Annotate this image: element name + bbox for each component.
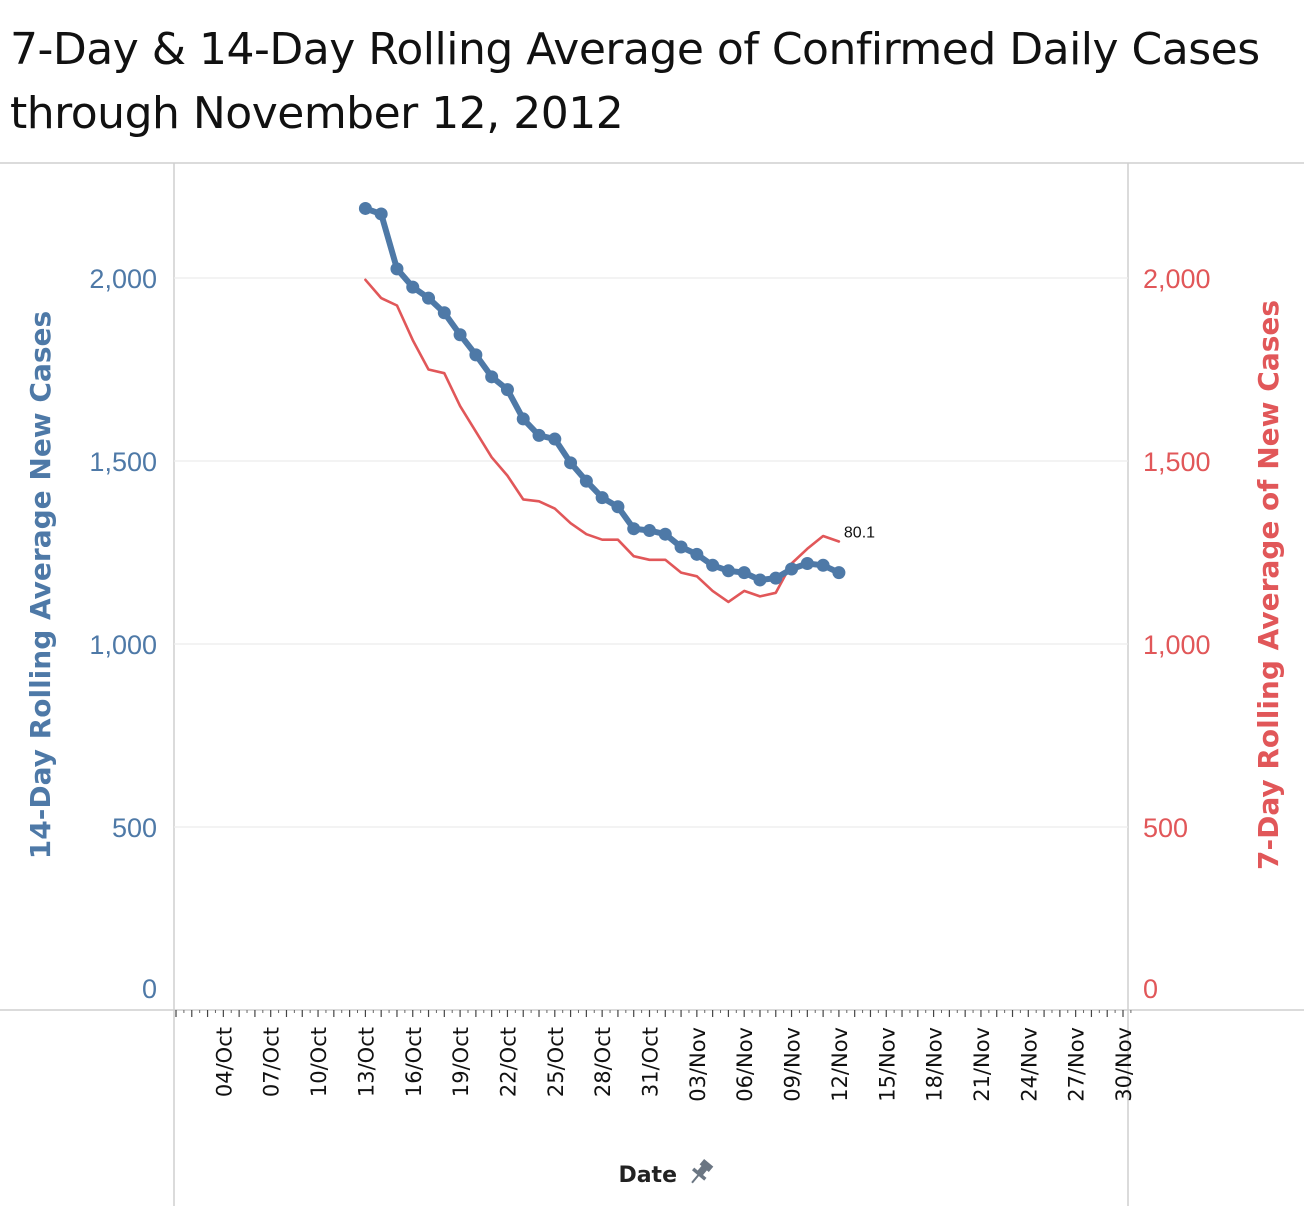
- x-tick-label: 07/Oct: [260, 1027, 284, 1097]
- data-point[interactable]: [564, 456, 578, 470]
- right-tick-label: 2,000: [1143, 264, 1211, 294]
- data-point[interactable]: [658, 527, 672, 541]
- x-tick-label: 16/Oct: [402, 1027, 426, 1097]
- data-point[interactable]: [611, 500, 625, 514]
- data-point[interactable]: [358, 201, 372, 215]
- right-tick-label: 500: [1143, 813, 1188, 843]
- annotations: 80.1: [844, 525, 875, 542]
- data-point[interactable]: [548, 432, 562, 446]
- x-tick-label: 04/Oct: [212, 1027, 236, 1097]
- data-point[interactable]: [453, 328, 467, 342]
- data-point[interactable]: [595, 491, 609, 505]
- data-point[interactable]: [422, 291, 436, 305]
- x-tick-label: 03/Nov: [686, 1027, 710, 1102]
- data-point[interactable]: [516, 412, 530, 426]
- data-point[interactable]: [800, 556, 814, 570]
- right-axis-ticks: 0 500 1,000 1,500 2,000: [1143, 264, 1211, 1004]
- data-point[interactable]: [643, 524, 656, 538]
- data-point[interactable]: [706, 558, 720, 572]
- chart-frame: [0, 162, 1304, 1206]
- x-tick-label: 30/Nov: [1112, 1027, 1136, 1102]
- left-axis-title: 14-Day Rolling Average New Cases: [24, 311, 57, 859]
- x-tick-label: 25/Oct: [544, 1027, 568, 1097]
- data-point[interactable]: [406, 280, 420, 294]
- x-tick-label: 27/Nov: [1065, 1027, 1089, 1102]
- x-tick-label: 09/Nov: [781, 1027, 805, 1102]
- x-tick-label: 19/Oct: [449, 1027, 473, 1097]
- series-7-day-line[interactable]: [364, 278, 841, 604]
- data-point[interactable]: [390, 262, 404, 276]
- left-tick-label: 0: [142, 974, 157, 1004]
- data-point[interactable]: [769, 571, 783, 585]
- right-tick-label: 1,000: [1143, 630, 1211, 660]
- data-point[interactable]: [721, 564, 735, 578]
- data-point[interactable]: [500, 383, 514, 397]
- data-point[interactable]: [690, 547, 704, 561]
- x-tick-label: 06/Nov: [733, 1027, 757, 1102]
- x-tick-label: 28/Oct: [591, 1027, 615, 1097]
- gridlines: [174, 277, 1128, 828]
- pin-icon[interactable]: [686, 1158, 715, 1188]
- right-tick-label: 0: [1143, 974, 1158, 1004]
- data-point[interactable]: [437, 306, 451, 320]
- data-point[interactable]: [737, 566, 751, 580]
- chart-title: 7-Day & 14-Day Rolling Average of Confir…: [10, 24, 1260, 139]
- x-tick-label: 13/Oct: [354, 1027, 378, 1097]
- data-point[interactable]: [627, 522, 641, 536]
- x-axis: 04/Oct 07/Oct 10/Oct 13/Oct 16/Oct 19/Oct 22/O…: [175, 1010, 1136, 1102]
- x-tick-label: 12/Nov: [828, 1027, 852, 1102]
- data-point[interactable]: [532, 428, 546, 442]
- data-point[interactable]: [485, 370, 499, 384]
- x-tick-label: 24/Nov: [1017, 1027, 1041, 1102]
- left-tick-label: 500: [112, 813, 157, 843]
- data-point[interactable]: [832, 566, 846, 580]
- right-axis-title: 7-Day Rolling Average of New Cases: [1252, 300, 1285, 870]
- x-tick-label: 10/Oct: [307, 1027, 331, 1097]
- left-tick-label: 2,000: [89, 264, 157, 294]
- data-point[interactable]: [674, 540, 688, 554]
- data-point[interactable]: [469, 348, 483, 362]
- data-point[interactable]: [753, 573, 767, 587]
- left-tick-label: 1,500: [89, 447, 157, 477]
- data-point[interactable]: [816, 558, 830, 572]
- x-tick-label: 31/Oct: [639, 1027, 663, 1097]
- x-tick-label: 21/Nov: [970, 1027, 994, 1102]
- data-point[interactable]: [374, 207, 388, 221]
- data-label: 80.1: [844, 525, 875, 542]
- data-point[interactable]: [785, 562, 799, 576]
- x-tick-label: 18/Nov: [923, 1027, 947, 1102]
- series-14-day-line[interactable]: [362, 205, 842, 583]
- x-axis-title: Date: [618, 1163, 677, 1188]
- left-axis-ticks: 0 500 1,000 1,500 2,000: [89, 264, 157, 1004]
- data-point[interactable]: [579, 474, 593, 488]
- x-tick-label: 22/Oct: [496, 1027, 520, 1097]
- right-tick-label: 1,500: [1143, 447, 1211, 477]
- x-tick-label: 15/Nov: [875, 1027, 899, 1102]
- series-layer: [358, 201, 846, 604]
- left-tick-label: 1,000: [89, 630, 157, 660]
